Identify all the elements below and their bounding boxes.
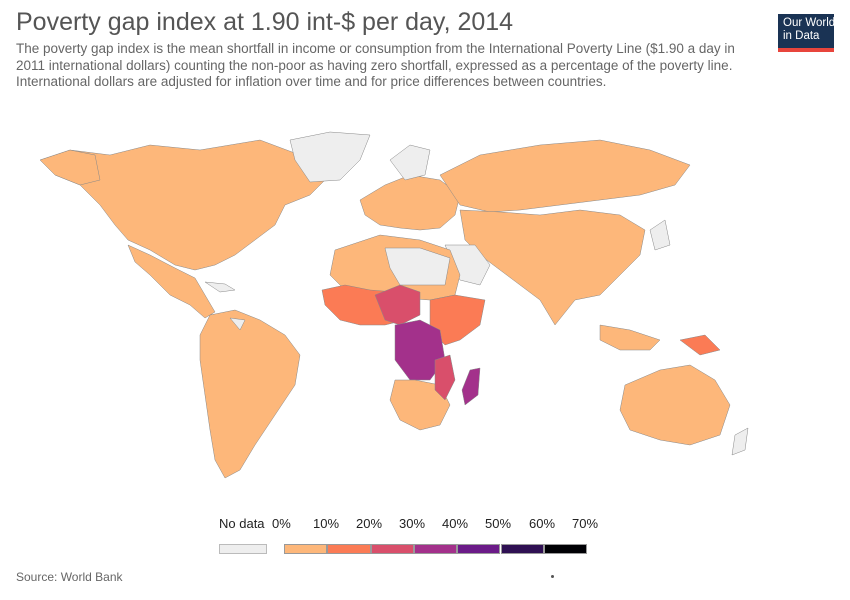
region-asia: [459, 209, 646, 326]
chart-title: Poverty gap index at 1.90 int-$ per day,…: [16, 8, 514, 36]
legend-tick-0: 0%: [272, 516, 291, 531]
legend-tick-40: 40%: [442, 516, 469, 531]
region-libya-egypt: [384, 247, 451, 286]
legend-tick-50: 50%: [485, 516, 512, 531]
logo-line-2: in Data: [783, 30, 820, 42]
region-southern-africa: [389, 379, 451, 431]
legend-swatch-4[interactable]: [457, 544, 501, 554]
region-north-america: [39, 139, 331, 271]
chart-subtitle: The poverty gap index is the mean shortf…: [16, 41, 735, 89]
legend-swatch-5[interactable]: [500, 544, 544, 554]
region-russia: [439, 139, 691, 213]
legend-swatch-3[interactable]: [413, 544, 458, 554]
region-australia: [619, 364, 731, 446]
region-papua-new-guinea: [679, 334, 721, 356]
legend-tick-20: 20%: [356, 516, 383, 531]
region-caribbean: [204, 281, 236, 293]
region-alaska: [39, 149, 101, 186]
region-japan: [649, 219, 671, 251]
region-madagascar: [461, 367, 481, 406]
region-south-america: [199, 309, 301, 479]
region-guianas: [229, 317, 246, 331]
logo-line-1: Our World: [783, 17, 836, 29]
legend-no-data-swatch[interactable]: [219, 544, 267, 554]
region-nigeria: [374, 284, 421, 326]
region-scandinavia: [389, 144, 431, 181]
source-note: Source: World Bank: [16, 570, 123, 584]
region-greenland: [289, 131, 371, 183]
owid-logo[interactable]: Our World in Data: [778, 14, 836, 52]
region-new-zealand: [731, 427, 749, 456]
legend-tick-70: 70%: [572, 516, 599, 531]
legend-swatch-0[interactable]: [284, 544, 328, 554]
legend-swatch-6[interactable]: [543, 544, 588, 554]
legend-no-data-label: No data: [219, 516, 265, 531]
region-europe: [359, 174, 461, 231]
region-mozambique: [434, 354, 456, 401]
legend-tick-60: 60%: [529, 516, 556, 531]
legend-tick-10: 10%: [313, 516, 340, 531]
legend-tick-30: 30%: [399, 516, 426, 531]
legend-swatch-2[interactable]: [370, 544, 414, 554]
legend-swatch-1[interactable]: [327, 544, 371, 554]
decorative-dot: [551, 575, 554, 578]
region-indonesia: [599, 324, 661, 351]
